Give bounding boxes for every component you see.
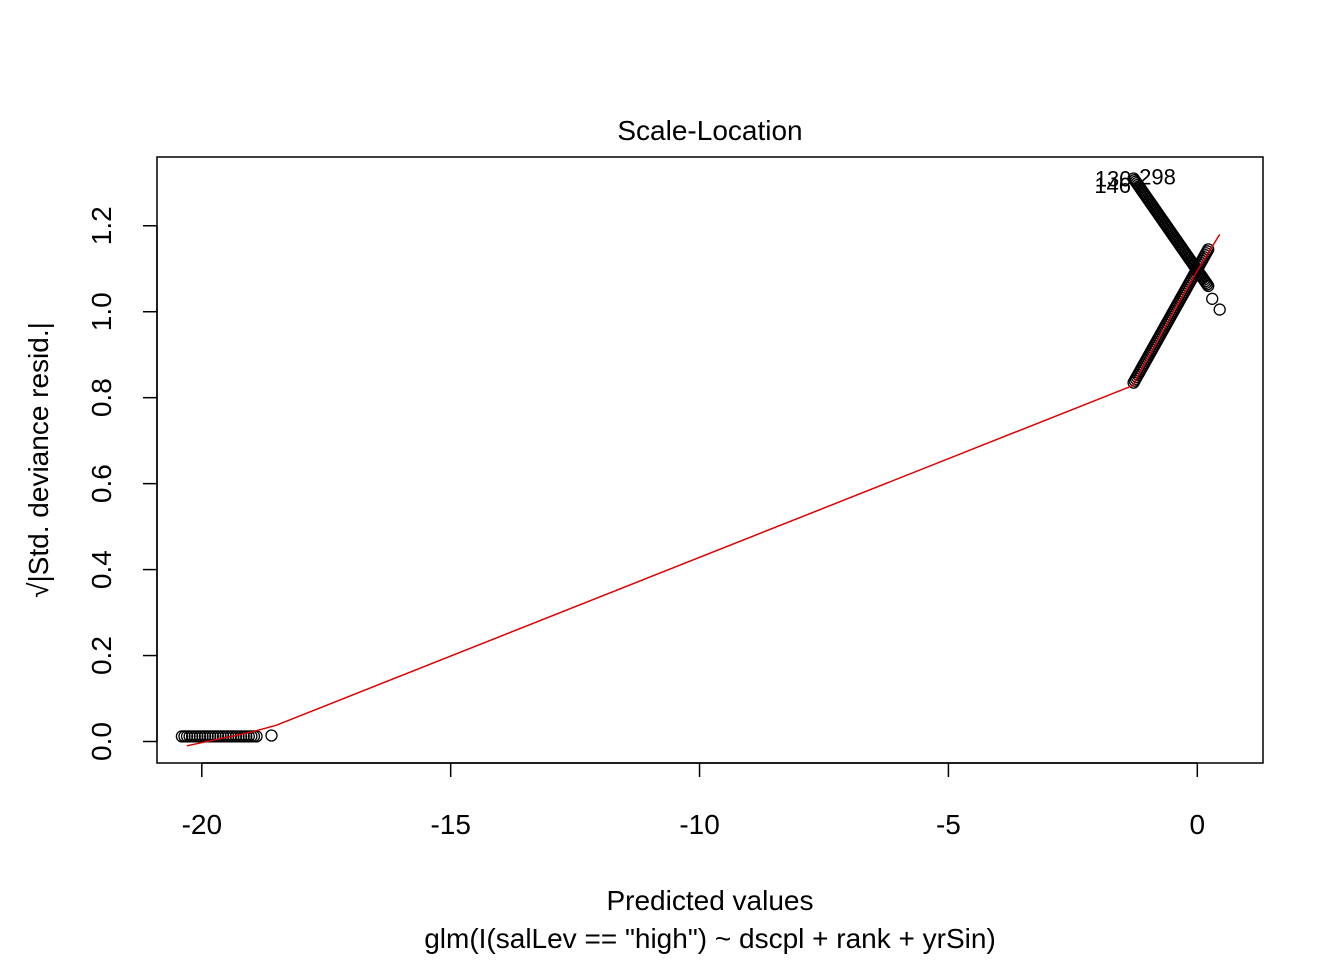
x-axis: -20 -15 -10 -5 0 bbox=[182, 762, 1206, 840]
x-tick-label: -15 bbox=[430, 809, 470, 840]
data-point bbox=[1206, 292, 1219, 305]
y-axis-label: √|Std. deviance resid.| bbox=[23, 322, 54, 598]
data-point bbox=[265, 729, 278, 742]
smooth-line bbox=[186, 233, 1221, 747]
x-tick-label: 0 bbox=[1190, 809, 1206, 840]
data-point bbox=[1202, 243, 1215, 256]
y-axis: 0.0 0.2 0.4 0.6 0.8 1.0 1.2 bbox=[86, 206, 158, 761]
point-label: 146 bbox=[1094, 173, 1131, 198]
y-tick-label: 0.2 bbox=[86, 636, 117, 675]
data-point bbox=[1202, 279, 1215, 293]
chart-title: Scale-Location bbox=[617, 115, 802, 146]
y-tick-label: 0.0 bbox=[86, 722, 117, 761]
data-point bbox=[1199, 276, 1213, 289]
y-tick-label: 0.4 bbox=[86, 550, 117, 589]
point-label: 130 bbox=[1095, 166, 1132, 191]
x-tick-label: -20 bbox=[182, 809, 222, 840]
x-axis-label: Predicted values bbox=[606, 885, 813, 916]
data-point bbox=[1213, 303, 1226, 316]
data-point bbox=[1201, 278, 1214, 291]
x-tick-label: -5 bbox=[936, 809, 961, 840]
y-tick-label: 1.2 bbox=[86, 206, 117, 245]
y-tick-label: 0.8 bbox=[86, 378, 117, 417]
plot-frame bbox=[156, 156, 1264, 764]
point-label: 298 bbox=[1139, 164, 1176, 189]
y-tick-label: 1.0 bbox=[86, 292, 117, 331]
chart-subtitle: glm(I(salLev == "high") ~ dscpl + rank +… bbox=[424, 923, 996, 954]
data-point bbox=[1201, 245, 1214, 258]
data-points bbox=[175, 172, 1226, 743]
x-tick-label: -10 bbox=[679, 809, 719, 840]
y-tick-label: 0.6 bbox=[86, 464, 117, 503]
